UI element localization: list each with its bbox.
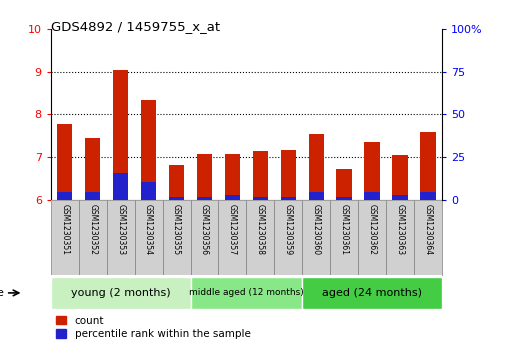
Text: GSM1230355: GSM1230355 [172, 204, 181, 255]
Bar [141, 99, 156, 200]
Bar [113, 174, 129, 200]
Bar [79, 200, 107, 275]
Bar [163, 200, 190, 275]
Bar [218, 200, 246, 275]
Bar [51, 200, 79, 275]
Bar [364, 192, 380, 200]
Bar [358, 200, 386, 275]
Bar [113, 70, 129, 200]
Text: GSM1230362: GSM1230362 [368, 204, 376, 255]
Text: GSM1230360: GSM1230360 [312, 204, 321, 255]
Bar [169, 165, 184, 200]
Bar [308, 134, 324, 200]
Bar [420, 132, 436, 200]
Bar [420, 192, 436, 200]
Bar [246, 200, 274, 275]
Bar [392, 195, 408, 200]
Bar [169, 196, 184, 200]
Text: GSM1230356: GSM1230356 [200, 204, 209, 255]
Bar [197, 196, 212, 200]
Bar [302, 200, 330, 275]
Bar [252, 151, 268, 200]
Bar [57, 192, 73, 200]
Text: young (2 months): young (2 months) [71, 288, 171, 298]
Text: middle aged (12 months): middle aged (12 months) [189, 289, 304, 297]
Bar [190, 277, 302, 309]
Bar [190, 200, 218, 275]
Bar [364, 142, 380, 200]
Bar [197, 154, 212, 200]
Bar [336, 169, 352, 200]
Bar [414, 200, 442, 275]
Text: GSM1230361: GSM1230361 [340, 204, 348, 255]
Text: aged (24 months): aged (24 months) [322, 288, 422, 298]
Text: GSM1230352: GSM1230352 [88, 204, 97, 255]
Text: GSM1230359: GSM1230359 [284, 204, 293, 255]
Bar [107, 200, 135, 275]
Bar [225, 195, 240, 200]
Bar [135, 200, 163, 275]
Bar [141, 182, 156, 200]
Text: GSM1230353: GSM1230353 [116, 204, 125, 255]
Text: GSM1230351: GSM1230351 [60, 204, 69, 255]
Bar [57, 124, 73, 200]
Text: GSM1230358: GSM1230358 [256, 204, 265, 255]
Bar [85, 138, 101, 200]
Bar [280, 196, 296, 200]
Bar [51, 277, 191, 309]
Bar [308, 192, 324, 200]
Text: GDS4892 / 1459755_x_at: GDS4892 / 1459755_x_at [51, 20, 220, 33]
Bar [330, 200, 358, 275]
Text: GSM1230354: GSM1230354 [144, 204, 153, 255]
Bar [274, 200, 302, 275]
Text: GSM1230357: GSM1230357 [228, 204, 237, 255]
Bar [280, 150, 296, 200]
Bar [302, 277, 442, 309]
Bar [336, 196, 352, 200]
Text: GSM1230364: GSM1230364 [424, 204, 432, 255]
Bar [392, 155, 408, 200]
Text: GSM1230363: GSM1230363 [396, 204, 404, 255]
Bar [85, 192, 101, 200]
Bar [386, 200, 414, 275]
Bar [225, 154, 240, 200]
Legend: count, percentile rank within the sample: count, percentile rank within the sample [56, 316, 250, 339]
Bar [252, 196, 268, 200]
Text: age: age [0, 288, 4, 298]
